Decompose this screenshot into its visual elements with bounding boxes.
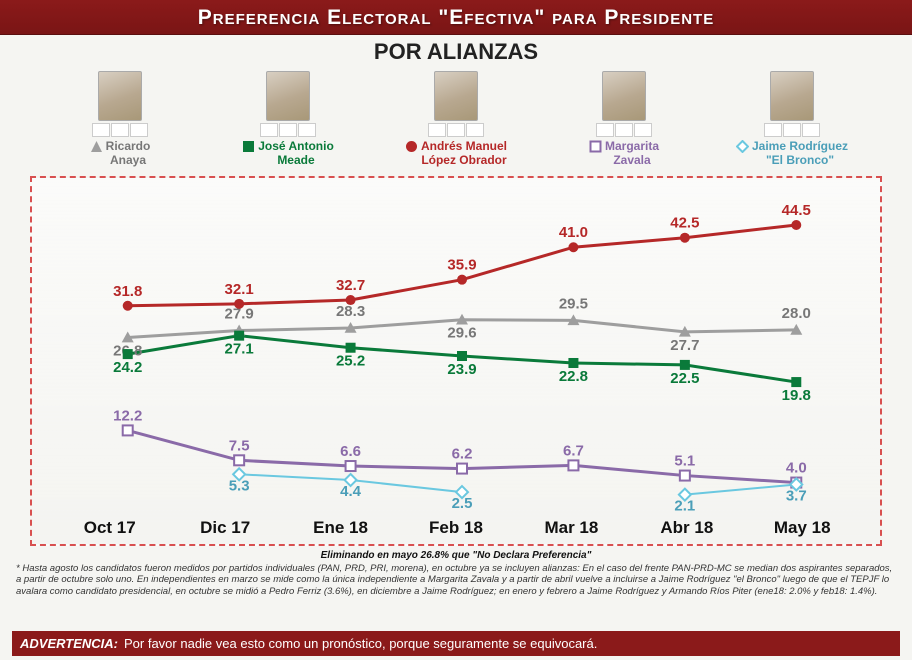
svg-text:6.2: 6.2 bbox=[452, 445, 473, 462]
svg-text:23.9: 23.9 bbox=[447, 361, 476, 378]
svg-text:4.4: 4.4 bbox=[340, 483, 362, 500]
footnote-methodology: * Hasta agosto los candidatos fueron med… bbox=[0, 563, 912, 599]
svg-text:6.6: 6.6 bbox=[340, 443, 361, 460]
legend-item-zavala: MargaritaZavala bbox=[544, 71, 704, 168]
svg-text:2.5: 2.5 bbox=[452, 495, 473, 512]
x-axis-labels: Oct 17Dic 17Ene 18Feb 18Mar 18Abr 18May … bbox=[32, 518, 880, 538]
party-logos bbox=[764, 123, 820, 137]
svg-text:29.5: 29.5 bbox=[559, 295, 588, 312]
page-title: Preferencia Electoral "Efectiva" para Pr… bbox=[0, 0, 912, 35]
warning-label: ADVERTENCIA: bbox=[20, 636, 118, 651]
chart-container: 26.827.928.329.629.527.728.024.227.125.2… bbox=[30, 176, 882, 546]
x-axis-label: May 18 bbox=[745, 518, 860, 538]
legend-marker-icon bbox=[90, 140, 103, 157]
svg-text:41.0: 41.0 bbox=[559, 224, 588, 241]
svg-text:27.1: 27.1 bbox=[225, 340, 254, 357]
party-logos bbox=[260, 123, 316, 137]
legend-marker-icon bbox=[589, 140, 602, 157]
svg-text:29.6: 29.6 bbox=[447, 324, 476, 341]
svg-text:28.3: 28.3 bbox=[336, 303, 365, 320]
svg-text:3.7: 3.7 bbox=[786, 487, 807, 504]
svg-text:22.5: 22.5 bbox=[670, 369, 699, 386]
legend-label: Andrés ManuelLópez Obrador bbox=[405, 140, 507, 168]
svg-text:31.8: 31.8 bbox=[113, 282, 142, 299]
candidate-portrait bbox=[770, 71, 814, 121]
candidate-portrait bbox=[602, 71, 646, 121]
x-axis-label: Ene 18 bbox=[283, 518, 398, 538]
legend-item-anaya: RicardoAnaya bbox=[40, 71, 200, 168]
legend-marker-icon bbox=[736, 140, 749, 157]
legend-item-meade: José AntonioMeade bbox=[208, 71, 368, 168]
legend-label: José AntonioMeade bbox=[242, 140, 334, 168]
svg-text:12.2: 12.2 bbox=[113, 407, 142, 424]
x-axis-label: Abr 18 bbox=[629, 518, 744, 538]
party-logos bbox=[428, 123, 484, 137]
svg-text:42.5: 42.5 bbox=[670, 214, 699, 231]
svg-text:32.1: 32.1 bbox=[225, 280, 254, 297]
svg-text:44.5: 44.5 bbox=[782, 202, 811, 219]
x-axis-label: Feb 18 bbox=[398, 518, 513, 538]
x-axis-label: Oct 17 bbox=[52, 518, 167, 538]
svg-text:5.3: 5.3 bbox=[229, 477, 250, 494]
legend-marker-icon bbox=[242, 140, 255, 157]
warning-bar: ADVERTENCIA: Por favor nadie vea esto co… bbox=[12, 631, 900, 656]
svg-text:27.7: 27.7 bbox=[670, 336, 699, 353]
legend-marker-icon bbox=[405, 140, 418, 157]
svg-text:6.7: 6.7 bbox=[563, 442, 584, 459]
svg-text:4.0: 4.0 bbox=[786, 459, 807, 476]
footnote-eliminated: Eliminando en mayo 26.8% que "No Declara… bbox=[0, 550, 912, 561]
legend-label: Jaime Rodríguez"El Bronco" bbox=[736, 140, 848, 168]
svg-text:7.5: 7.5 bbox=[229, 437, 250, 454]
party-logos bbox=[596, 123, 652, 137]
subtitle: POR ALIANZAS bbox=[0, 39, 912, 65]
svg-text:28.0: 28.0 bbox=[782, 305, 811, 322]
legend-row: RicardoAnaya José AntonioMeade Andrés Ma… bbox=[0, 67, 912, 176]
svg-text:5.1: 5.1 bbox=[674, 452, 695, 469]
svg-text:24.2: 24.2 bbox=[113, 359, 142, 376]
party-logos bbox=[92, 123, 148, 137]
svg-text:32.7: 32.7 bbox=[336, 277, 365, 294]
svg-text:2.1: 2.1 bbox=[674, 497, 695, 514]
svg-text:35.9: 35.9 bbox=[447, 256, 476, 273]
warning-text: Por favor nadie vea esto como un pronóst… bbox=[124, 636, 597, 651]
candidate-portrait bbox=[266, 71, 310, 121]
svg-text:25.2: 25.2 bbox=[336, 352, 365, 369]
candidate-portrait bbox=[434, 71, 478, 121]
candidate-portrait bbox=[98, 71, 142, 121]
svg-text:19.8: 19.8 bbox=[782, 387, 811, 404]
x-axis-label: Dic 17 bbox=[167, 518, 282, 538]
x-axis-label: Mar 18 bbox=[514, 518, 629, 538]
legend-item-bronco: Jaime Rodríguez"El Bronco" bbox=[712, 71, 872, 168]
legend-label: RicardoAnaya bbox=[90, 140, 151, 168]
legend-label: MargaritaZavala bbox=[589, 140, 659, 168]
svg-text:22.8: 22.8 bbox=[559, 368, 588, 385]
legend-item-amlo: Andrés ManuelLópez Obrador bbox=[376, 71, 536, 168]
line-chart: 26.827.928.329.629.527.728.024.227.125.2… bbox=[32, 178, 884, 548]
